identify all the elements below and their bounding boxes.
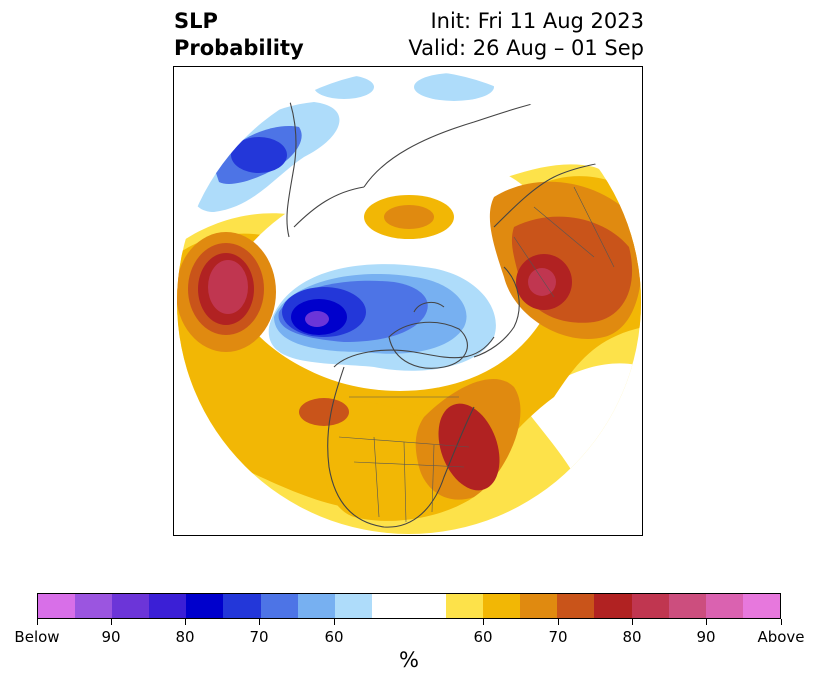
siberia-low-80: [231, 137, 287, 173]
colorbar-segment: [297, 594, 335, 618]
colorbar-tick: [258, 619, 260, 625]
colorbar-tick-label: 80: [622, 628, 642, 646]
colorbar-tick: [631, 619, 633, 625]
canada-above: [299, 398, 349, 426]
colorbar-tick: [333, 619, 335, 625]
colorbar-segment: [371, 594, 409, 618]
colorbar-segment: [668, 594, 706, 618]
colorbar-segment: [557, 594, 595, 618]
colorbar-tick-label: 90: [696, 628, 716, 646]
colorbar-tick: [557, 619, 559, 625]
colorbar-tick: [184, 619, 186, 625]
borders: [338, 186, 615, 523]
colorbar-segment: [38, 594, 76, 618]
kamchatka-low: [414, 73, 494, 101]
colorbar-tick-label: Below: [14, 628, 60, 646]
colorbar-segment: [483, 594, 521, 618]
arctic-ocean-above-70: [384, 205, 434, 229]
canada-low-90: [305, 311, 329, 327]
colorbar-tick: [36, 619, 38, 625]
alaska-low: [314, 75, 374, 99]
title-field: Probability: [174, 36, 304, 60]
pacific-high-90: [208, 260, 248, 314]
colorbar-tick-label: 60: [324, 628, 344, 646]
title-right: Init: Fri 11 Aug 2023 Valid: 26 Aug – 01…: [408, 8, 644, 62]
colorbar: [37, 593, 781, 619]
colorbar-tick: [780, 619, 782, 625]
colorbar-tick-label: 70: [548, 628, 568, 646]
colorbar-segment: [186, 594, 224, 618]
title-left: SLP Probability: [174, 8, 304, 62]
colorbar-segment: [223, 594, 261, 618]
colorbar-segment: [742, 594, 780, 618]
colorbar-segment: [631, 594, 669, 618]
colorbar-tick-label: Above: [757, 628, 805, 646]
europe-high-90: [528, 268, 556, 296]
colorbar-segment: [446, 594, 484, 618]
colorbar-segment: [334, 594, 372, 618]
colorbar-segment: [594, 594, 632, 618]
colorbar-segment: [520, 594, 558, 618]
colorbar-tick-label: 70: [249, 628, 269, 646]
colorbar-segment: [260, 594, 298, 618]
colorbar-tick-label: 90: [101, 628, 121, 646]
valid-period: Valid: 26 Aug – 01 Sep: [408, 36, 644, 60]
colorbar-segment: [75, 594, 113, 618]
init-date: Init: Fri 11 Aug 2023: [430, 9, 644, 33]
colorbar-segment: [408, 594, 447, 618]
colorbar-segment: [112, 594, 150, 618]
probability-map: [173, 66, 643, 536]
colorbar-segment: [149, 594, 187, 618]
title-variable: SLP: [174, 9, 218, 33]
colorbar-tick: [482, 619, 484, 625]
colorbar-tick-label: 60: [473, 628, 493, 646]
colorbar-tick-label: 80: [175, 628, 195, 646]
colorbar-segment: [705, 594, 743, 618]
colorbar-tick: [110, 619, 112, 625]
colorbar-tick: [705, 619, 707, 625]
polar-map-svg: [177, 70, 641, 534]
colorbar-units: %: [399, 648, 419, 672]
